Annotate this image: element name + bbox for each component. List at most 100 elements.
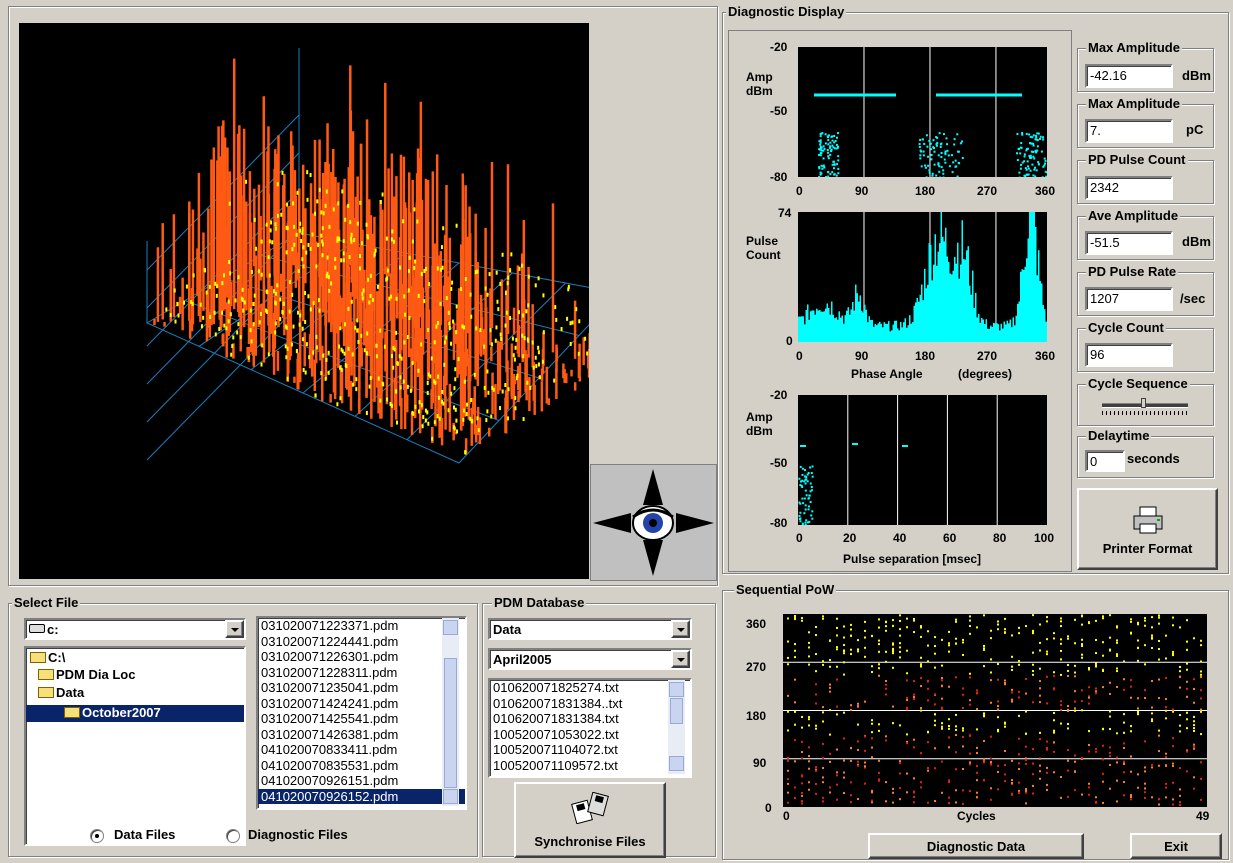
data-point: [293, 224, 296, 229]
data-point: [501, 252, 504, 257]
data-point: [1151, 634, 1153, 637]
drive-dropdown-arrow[interactable]: [225, 620, 244, 638]
data-files-radio[interactable]: [90, 829, 104, 843]
drive-select[interactable]: c:: [24, 618, 246, 640]
diagnostic-data-button[interactable]: Diagnostic Data: [868, 833, 1084, 859]
printer-format-button[interactable]: Printer Format: [1077, 488, 1218, 570]
data-point: [1151, 718, 1153, 721]
folder-tree[interactable]: C:\ PDM Dia Loc Data October2007: [24, 646, 246, 846]
data-point: [1116, 639, 1118, 642]
data-point: [807, 471, 810, 474]
max-amp-dbm-field[interactable]: -42.16: [1085, 64, 1173, 88]
pdm-file-item[interactable]: 041020070835531.pdm: [261, 757, 399, 773]
delaytime-field[interactable]: 0: [1085, 450, 1125, 472]
histogram-bar: [798, 316, 800, 342]
pulse-count-field[interactable]: 2342: [1085, 176, 1173, 200]
pdm-file-item[interactable]: 031020071226301.pdm: [261, 649, 399, 664]
pdm-file-list[interactable]: 031020071223371.pdm 031020071224441.pdm 03…: [256, 616, 467, 810]
eye-icon[interactable]: [591, 465, 716, 580]
histogram-bar: [891, 330, 893, 342]
data-point: [1067, 663, 1069, 666]
tree-root[interactable]: C:\: [30, 650, 65, 665]
data-point: [462, 408, 465, 413]
txt-file-item[interactable]: 100520071109572.txt: [493, 757, 618, 773]
data-point: [1102, 641, 1104, 644]
txt-file-item[interactable]: 010620071831384.txt: [493, 711, 619, 726]
ave-amp-field[interactable]: -51.5: [1085, 231, 1173, 255]
pdm-file-item[interactable]: 031020071235041.pdm: [261, 680, 399, 695]
data-point: [969, 763, 971, 766]
tree-data[interactable]: Data: [38, 685, 84, 700]
synchronise-files-button[interactable]: Synchronise Files: [514, 782, 666, 858]
histogram-bar: [960, 264, 962, 342]
data-point: [815, 724, 817, 727]
data-point: [1165, 698, 1167, 701]
data-point: [455, 223, 458, 228]
scroll-up-button[interactable]: [669, 682, 684, 697]
data-point: [447, 408, 450, 413]
data-point: [535, 364, 538, 369]
data-point: [439, 267, 442, 272]
data-point: [878, 723, 880, 726]
data-point: [1130, 798, 1132, 801]
data-point: [274, 321, 277, 326]
data-point: [1165, 796, 1167, 799]
data-point: [365, 410, 368, 415]
max-amp-pc-field[interactable]: 7.: [1085, 119, 1173, 143]
slider-thumb[interactable]: [1141, 398, 1147, 408]
data-point: [489, 328, 492, 333]
txt-file-item[interactable]: 010620071825274.txt: [493, 680, 619, 695]
scroll-thumb[interactable]: [444, 658, 457, 788]
txt-file-item[interactable]: 100520071104072.txt: [493, 742, 618, 757]
cycle-sequence-slider[interactable]: [1102, 398, 1188, 418]
data-point: [787, 778, 789, 781]
pdm-file-item[interactable]: 031020071224441.pdm: [261, 633, 399, 649]
histogram-bar: [834, 318, 836, 342]
data-point: [906, 733, 908, 736]
txt-file-item[interactable]: 100520071053022.txt: [493, 726, 619, 742]
pulse-rate-field[interactable]: 1207: [1085, 287, 1173, 311]
file-list-scrollbar[interactable]: [442, 618, 459, 806]
pdm-file-item[interactable]: 031020071424241.pdm: [261, 695, 399, 711]
pdm-file-item[interactable]: 041020070926151.pdm: [261, 773, 399, 788]
data-point: [850, 628, 852, 631]
histogram-bar: [828, 307, 830, 342]
data-point: [1102, 668, 1104, 671]
data-point: [801, 497, 804, 500]
diagnostic-files-radio[interactable]: [226, 829, 240, 843]
pdm-file-item[interactable]: 031020071425541.pdm: [261, 711, 399, 726]
tree-october[interactable]: October2007: [26, 705, 244, 722]
scroll-down-button[interactable]: [443, 789, 458, 804]
txt-file-list[interactable]: 010620071825274.txt 010620071831384..txt 0…: [488, 678, 692, 778]
pdm-combo-2-arrow[interactable]: [671, 650, 690, 668]
data-point: [227, 319, 230, 324]
data-point: [787, 656, 789, 659]
data-point: [822, 800, 824, 803]
histogram-bar: [1006, 320, 1008, 342]
pdm-file-item[interactable]: 031020071426381.pdm: [261, 726, 399, 742]
pdm-combo-1-arrow[interactable]: [671, 620, 690, 638]
data-point: [937, 154, 940, 157]
view-navigator[interactable]: [590, 464, 717, 581]
pdm-file-item[interactable]: 031020071223371.pdm: [261, 618, 399, 633]
txt-file-item[interactable]: 010620071831384..txt: [493, 695, 623, 711]
scroll-thumb[interactable]: [670, 698, 683, 724]
pdm-file-item[interactable]: 041020070926152.pdm: [258, 788, 465, 804]
pdm-file-item[interactable]: 041020070833411.pdm: [261, 742, 398, 757]
data-point: [542, 293, 545, 298]
tree-pdm[interactable]: PDM Dia Loc: [38, 667, 135, 682]
data-point: [850, 653, 852, 656]
pdm-file-item[interactable]: 031020071228311.pdm: [261, 664, 398, 680]
txt-list-scrollbar[interactable]: [668, 680, 685, 774]
cycle-count-field[interactable]: 96: [1085, 343, 1173, 367]
data-point: [822, 149, 825, 152]
pdm-combo-2[interactable]: April2005: [488, 648, 692, 670]
data-point: [941, 679, 943, 682]
exit-button[interactable]: Exit: [1130, 833, 1222, 859]
data-point: [955, 637, 957, 640]
scroll-up-button[interactable]: [443, 620, 458, 635]
scroll-down-button[interactable]: [669, 756, 684, 771]
data-point: [450, 341, 453, 346]
data-point: [819, 173, 822, 176]
pdm-combo-1[interactable]: Data: [488, 618, 692, 640]
